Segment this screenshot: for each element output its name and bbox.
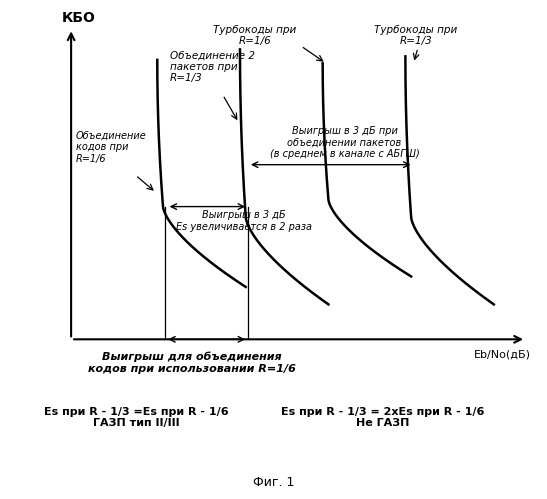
Text: Турбокоды при
R=1/3: Турбокоды при R=1/3 [374, 24, 457, 46]
Text: КБО: КБО [62, 11, 96, 25]
Text: Фиг. 1: Фиг. 1 [253, 476, 294, 489]
Text: Es при R - 1/3 = 2xEs при R - 1/6
Не ГАЗП: Es при R - 1/3 = 2xEs при R - 1/6 Не ГАЗ… [281, 407, 485, 428]
Text: Турбокоды при
R=1/6: Турбокоды при R=1/6 [213, 24, 296, 46]
Text: Выигрыш в 3 дБ
Es увеличивается в 2 раза: Выигрыш в 3 дБ Es увеличивается в 2 раза [176, 210, 312, 232]
Text: Es при R - 1/3 =Es при R - 1/6
ГАЗП тип II/III: Es при R - 1/3 =Es при R - 1/6 ГАЗП тип … [44, 407, 229, 428]
Text: Eb/No(дБ): Eb/No(дБ) [474, 350, 531, 360]
Text: Выигрыш для объединения
кодов при использовании R=1/6: Выигрыш для объединения кодов при исполь… [88, 352, 295, 374]
Text: Выигрыш в 3 дБ при
объединении пакетов
(в среднем в канале с АБГШ): Выигрыш в 3 дБ при объединении пакетов (… [270, 126, 420, 160]
Text: Объединение
кодов при
R=1/6: Объединение кодов при R=1/6 [75, 131, 147, 164]
Text: Объединение 2
пакетов при
R=1/3: Объединение 2 пакетов при R=1/3 [170, 50, 255, 83]
